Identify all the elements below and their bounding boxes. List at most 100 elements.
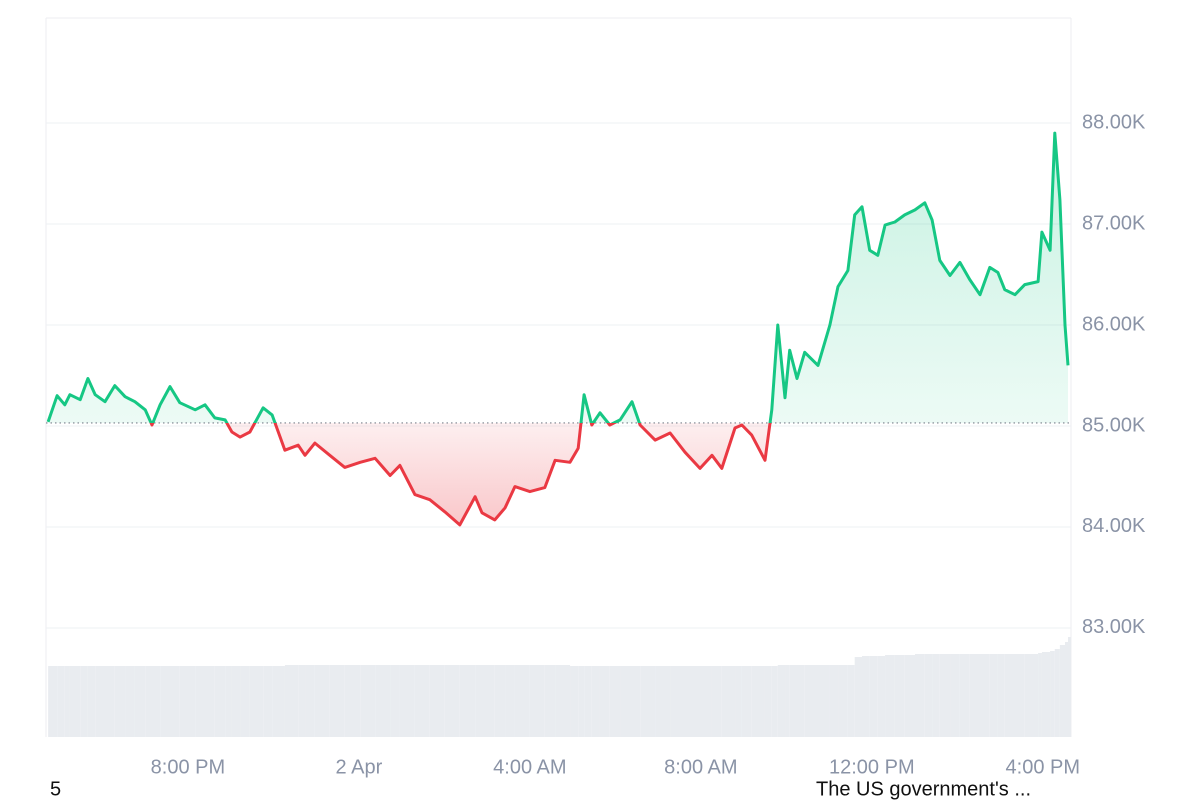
volume-bar [959, 654, 970, 737]
volume-bar [869, 656, 878, 737]
volume-bar [751, 666, 765, 737]
volume-bar [655, 666, 671, 737]
volume-bar [360, 665, 376, 737]
volume-bar [1041, 652, 1051, 737]
volume-bar [969, 654, 980, 737]
volume-bar [69, 666, 81, 737]
volume-bar [494, 665, 506, 737]
volume-bar [777, 665, 786, 737]
volume-bar [1059, 645, 1066, 737]
volume-bar [314, 665, 330, 737]
volume-bar [711, 666, 722, 737]
volume-bar [64, 666, 70, 737]
volume-bar [505, 665, 515, 737]
volume-bar [344, 665, 361, 737]
volume-bar [481, 665, 495, 737]
volume-bar [1068, 637, 1071, 737]
y-tick-label: 86.00K [1082, 313, 1146, 335]
volume-bar [789, 665, 798, 737]
footer-news[interactable]: The US government's ... [816, 778, 1031, 800]
volume-bar [114, 666, 126, 737]
volume-bar [854, 657, 862, 737]
volume-bar [797, 665, 805, 737]
volume-bar [847, 665, 855, 737]
volume-bar [284, 665, 299, 737]
volume-bar [249, 666, 264, 737]
volume-bar [699, 666, 712, 737]
volume-bar [544, 665, 556, 737]
footer-left: 5 [50, 778, 61, 800]
volume-bar [735, 666, 742, 737]
volume-bar [48, 666, 58, 737]
volume-bar [375, 665, 391, 737]
volume-bar [670, 666, 686, 737]
volume-bar [329, 665, 345, 737]
volume-bar [104, 666, 115, 737]
volume-bar [764, 666, 772, 737]
volume-bar [1024, 654, 1039, 737]
volume-bar [145, 666, 153, 737]
volume-bar [1050, 651, 1055, 737]
area-down [151, 422, 771, 525]
volume-bar [1015, 654, 1025, 737]
volume-bar [632, 666, 641, 737]
volume-bar [817, 665, 830, 737]
volume-bar [263, 666, 273, 737]
volume-bar [578, 666, 585, 737]
volume-bar [87, 666, 96, 737]
x-tick-label: 12:00 PM [829, 756, 915, 778]
volume-bar [861, 656, 870, 737]
volume-bar [904, 655, 915, 737]
volume-bar [838, 665, 848, 737]
volume-bar [125, 666, 135, 737]
y-tick-label: 88.00K [1082, 111, 1146, 133]
volume-bar [570, 666, 579, 737]
x-tick-label: 4:00 PM [1006, 756, 1080, 778]
volume-bar [514, 665, 530, 737]
volume-bar [591, 666, 600, 737]
volume-bar [414, 665, 430, 737]
volume-bar [134, 666, 146, 737]
volume-bar [169, 666, 180, 737]
volume-bar [459, 665, 476, 737]
volume-bar [932, 654, 940, 737]
y-tick-label: 85.00K [1082, 414, 1146, 436]
volume-bar [429, 665, 445, 737]
volume-bar [685, 666, 700, 737]
volume-bar [804, 665, 818, 737]
volume-bar [584, 666, 592, 737]
volume-bar [599, 666, 610, 737]
x-tick-label: 4:00 AM [493, 756, 566, 778]
volume-bar [721, 666, 736, 737]
price-line [46, 131, 1070, 527]
volume-bar [885, 655, 895, 737]
volume-bar [205, 666, 215, 737]
volume-bar [924, 654, 933, 737]
volume-bar [152, 666, 161, 737]
volume-bar [399, 665, 415, 737]
volume-bar [939, 654, 951, 737]
volume-bar [771, 666, 778, 737]
volume-bar [240, 666, 250, 737]
volume-bar [989, 654, 998, 737]
volume-bar [609, 666, 621, 737]
volume-bar [160, 666, 170, 737]
volume-bar [95, 666, 105, 737]
volume-bar [620, 666, 633, 737]
volume-bar [979, 654, 990, 737]
volume-bar [475, 665, 482, 737]
volume-bar [231, 666, 241, 737]
volume-bar [1054, 649, 1060, 737]
y-tick-label: 87.00K [1082, 212, 1146, 234]
volume-bar [1065, 642, 1069, 737]
volume-bar [225, 666, 232, 737]
volume-bar [214, 666, 226, 737]
area-up [48, 133, 1068, 423]
volume-bar [298, 665, 306, 737]
volume-bar [179, 666, 196, 737]
volume-bar [741, 666, 752, 737]
y-tick-label: 84.00K [1082, 515, 1146, 537]
volume-bar [914, 654, 925, 737]
